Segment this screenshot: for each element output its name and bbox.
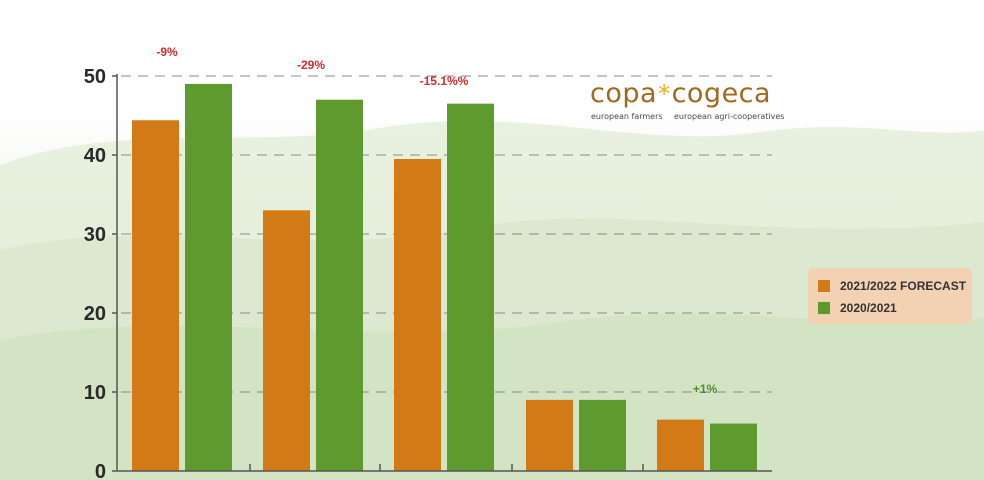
bar-actual-1 bbox=[185, 83, 232, 472]
bar-forecast-4 bbox=[526, 399, 573, 471]
copa-cogeca-logo: copa*cogeca european farmers european ag… bbox=[590, 76, 784, 126]
bar-actual-2 bbox=[316, 99, 363, 471]
bar-actual-5 bbox=[710, 423, 757, 471]
y-tick-label-4: 40 bbox=[84, 145, 106, 167]
bar-actual-3 bbox=[447, 103, 494, 472]
chart-legend: 2021/2022 FORECAST 2020/2021 bbox=[808, 268, 972, 324]
logo-subtitle-farmers: european farmers bbox=[591, 112, 663, 121]
change-label-3: -15.1%% bbox=[420, 74, 469, 88]
bar-forecast-3 bbox=[394, 158, 441, 471]
logo-text-copa: copa bbox=[590, 78, 658, 109]
bar-forecast-5 bbox=[657, 419, 704, 471]
bar-actual-4 bbox=[579, 399, 626, 471]
legend-swatch-actual bbox=[818, 302, 830, 314]
legend-label-actual: 2020/2021 bbox=[840, 301, 897, 315]
y-tick-label-3: 30 bbox=[84, 224, 106, 246]
y-tick-label-0: 0 bbox=[95, 461, 106, 480]
logo-subtitle-cooperatives: european agri-cooperatives bbox=[674, 112, 785, 121]
change-label-2: -29% bbox=[297, 58, 325, 72]
bar-forecast-2 bbox=[263, 210, 310, 472]
y-tick-label-2: 20 bbox=[84, 303, 106, 325]
legend-label-forecast: 2021/2022 FORECAST bbox=[840, 279, 967, 293]
logo-wordmark: copa*cogeca bbox=[590, 76, 771, 112]
y-tick-label-1: 10 bbox=[84, 382, 106, 404]
bar-forecast-1 bbox=[132, 120, 179, 472]
change-label-5: +1% bbox=[693, 382, 718, 396]
legend-swatch-forecast bbox=[818, 280, 830, 292]
logo-text-cogeca: cogeca bbox=[671, 78, 772, 109]
logo-star-icon: * bbox=[658, 80, 671, 108]
change-label-1: -9% bbox=[156, 45, 178, 59]
y-tick-label-5: 50 bbox=[84, 66, 106, 88]
